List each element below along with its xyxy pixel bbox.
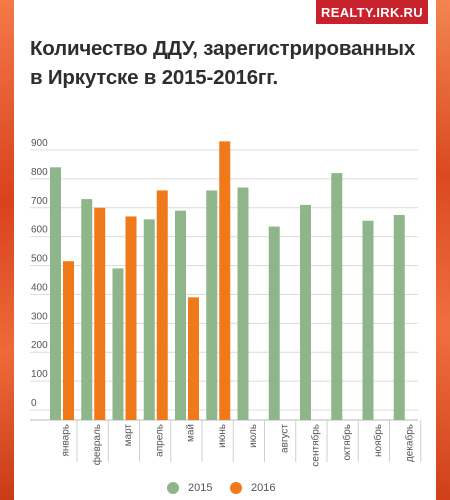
chart-legend: 2015 2016	[0, 482, 450, 498]
x-tick-label-7: июль	[248, 424, 259, 448]
bar-2015-8	[268, 226, 280, 420]
chart-bars	[50, 141, 405, 420]
y-tick-label-100: 100	[31, 369, 48, 380]
chart-title: Количество ДДУ, зарегистрированных в Ирк…	[30, 34, 430, 92]
background-left-decor	[0, 0, 14, 500]
legend-swatch-2015	[167, 482, 179, 494]
x-tick-label-4: апрель	[154, 424, 165, 457]
x-tick-label-11: ноябрь	[372, 424, 384, 457]
bar-2015-6	[206, 190, 218, 420]
x-tick-label-2: февраль	[91, 424, 103, 465]
y-tick-label-400: 400	[31, 282, 48, 293]
x-tick-label-12: декабрь	[403, 424, 415, 462]
bar-2015-5	[175, 210, 186, 420]
y-tick-label-300: 300	[31, 311, 48, 322]
legend-label-2015: 2015	[188, 482, 213, 494]
bar-2016-1	[63, 261, 74, 420]
y-tick-label-200: 200	[31, 340, 48, 351]
x-tick-label-1: январь	[61, 424, 72, 456]
y-tick-label-700: 700	[31, 196, 48, 207]
bar-2015-11	[362, 220, 374, 420]
x-tick-label-8: август	[279, 424, 290, 453]
y-tick-label-900: 900	[31, 138, 48, 149]
bar-2015-7	[237, 187, 249, 420]
bar-2016-5	[188, 297, 199, 420]
brand-logo[interactable]: REALTY.IRK.RU	[316, 0, 428, 24]
bar-2016-4	[156, 190, 168, 420]
chart-title-line-2: в Иркутске в 2015-2016гг.	[30, 66, 279, 89]
x-tick-label-5: май	[186, 424, 197, 442]
bar-2015-10	[331, 173, 343, 420]
x-tick-label-3: март	[123, 424, 134, 447]
y-tick-label-500: 500	[31, 254, 48, 265]
y-tick-label-0: 0	[31, 398, 37, 409]
legend-swatch-2016	[230, 482, 242, 494]
bar-2015-1	[50, 167, 61, 420]
bar-2016-2	[94, 207, 106, 420]
bar-2015-2	[81, 199, 93, 420]
x-axis-labels: январь февраль март апрель май июнь июль август…	[61, 424, 416, 467]
background-right-decor	[436, 0, 450, 500]
y-tick-label-800: 800	[31, 167, 48, 178]
x-tick-label-9: сентябрь	[310, 424, 322, 467]
bar-2015-4	[143, 219, 155, 420]
y-tick-label-600: 600	[31, 225, 48, 236]
bar-2016-6	[219, 141, 231, 420]
chart-title-line-1: Количество ДДУ, зарегистрированных	[30, 37, 416, 60]
bar-2015-12	[393, 214, 405, 420]
bar-2015-9	[300, 204, 311, 420]
legend-label-2016: 2016	[251, 482, 276, 494]
legend-item-2015[interactable]: 2015	[167, 482, 212, 494]
x-tick-label-6: июнь	[217, 424, 228, 448]
bar-2015-3	[112, 268, 124, 420]
bar-2016-3	[125, 216, 137, 420]
y-axis-labels: 0 100 200 300 400 500 600 700 800 900	[31, 138, 48, 409]
legend-item-2016[interactable]: 2016	[230, 482, 275, 494]
x-tick-label-10: октябрь	[341, 424, 353, 461]
